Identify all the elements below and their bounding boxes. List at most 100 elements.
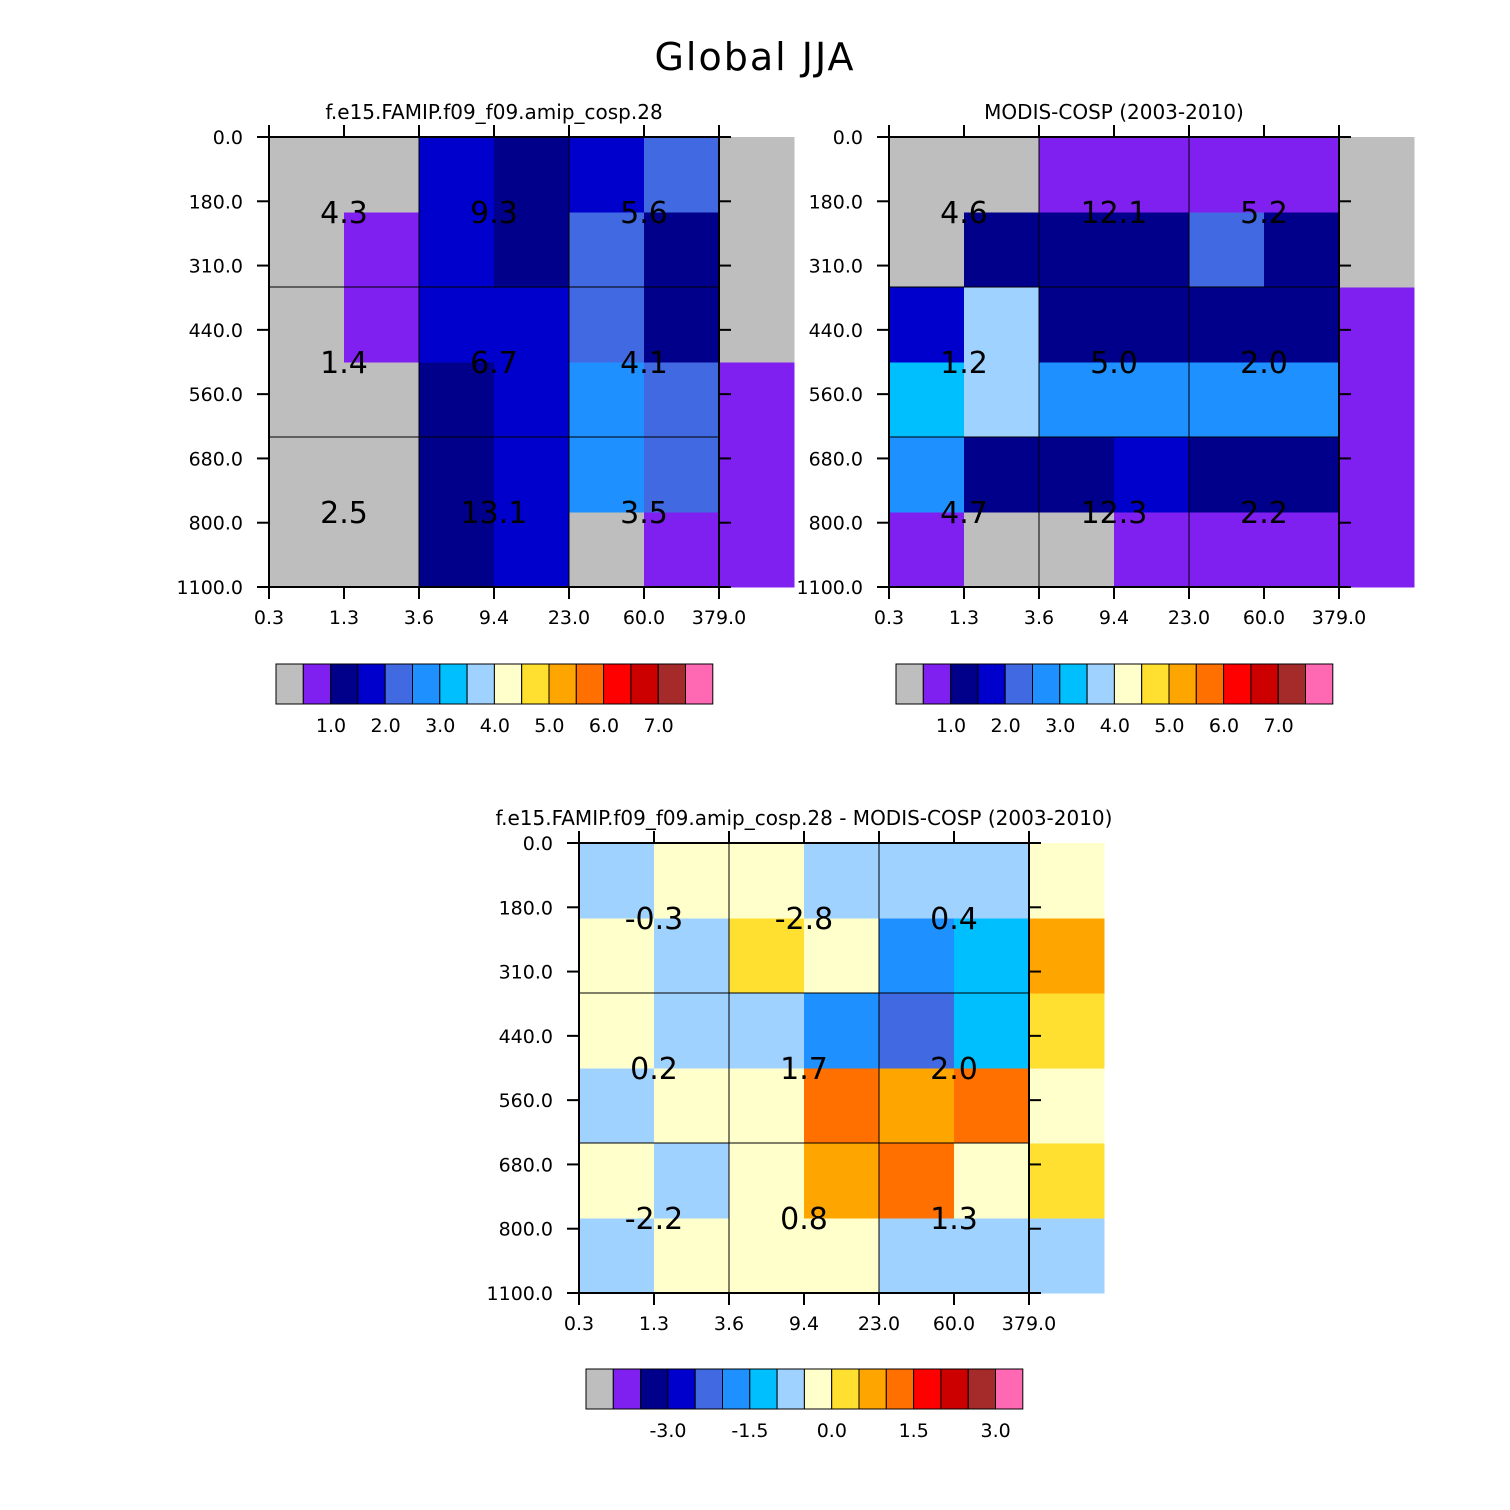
histogram-cell (419, 212, 495, 288)
x-tick-label: 23.0 (1168, 607, 1210, 629)
cell-value-label: 9.3 (470, 196, 518, 231)
colorbar-swatch (803, 1368, 833, 1410)
model-histogram-panel: f.e15.FAMIP.f09_f09.amip_cosp.28 2.5 13.1 3… (177, 100, 795, 737)
colorbar-swatch (977, 663, 1006, 705)
histogram-cell (1114, 287, 1190, 363)
histogram-cell (964, 212, 1040, 288)
colorbar-swatch (412, 663, 441, 705)
histogram-cell (804, 1068, 880, 1144)
cell-value-label: 0.8 (780, 1202, 828, 1237)
histogram-cell (1264, 137, 1340, 213)
colorbar-swatch (1004, 663, 1034, 705)
cell-value-label: -2.8 (775, 902, 834, 937)
histogram-cell (889, 437, 965, 513)
histogram-cell (719, 437, 795, 513)
histogram-cell (954, 843, 1030, 919)
histogram-cell (569, 512, 645, 588)
y-tick-label: 680.0 (809, 448, 863, 470)
histogram-cell (344, 362, 420, 438)
histogram-cell (644, 287, 720, 363)
colorbar-swatch (950, 663, 979, 705)
histogram-cell (719, 512, 795, 588)
colorbar-swatch (722, 1368, 751, 1410)
histogram-cell (1039, 212, 1115, 288)
colorbar-label: 7.0 (643, 715, 673, 737)
y-tick-label: 680.0 (499, 1154, 553, 1176)
histogram-cell (579, 993, 655, 1069)
cell-value-label: 0.4 (930, 902, 978, 937)
colorbar-swatch (858, 1368, 887, 1410)
histogram-cell (654, 993, 730, 1069)
colorbar-swatch (657, 663, 687, 705)
colorbar-label: 4.0 (1100, 715, 1130, 737)
colorbar-swatch (1032, 663, 1061, 705)
histogram-cell (1264, 362, 1340, 438)
cell-value-label: 1.4 (320, 346, 368, 381)
colorbar-swatch (1059, 663, 1088, 705)
colorbar-label: 2.0 (990, 715, 1020, 737)
histogram-cell (1264, 437, 1340, 513)
histogram-cell (579, 843, 655, 919)
colorbar-swatch (357, 663, 386, 705)
histogram-cell (1029, 993, 1105, 1069)
colorbar-label: 2.0 (370, 715, 400, 737)
histogram-cell (954, 1068, 1030, 1144)
histogram-cell (344, 512, 420, 588)
histogram-cell (419, 137, 495, 213)
colorbar-swatch (330, 663, 359, 705)
histogram-cell (269, 437, 345, 513)
histogram-cell (579, 918, 655, 994)
histogram-cell (1264, 287, 1340, 363)
cell-value-label: 3.5 (620, 496, 668, 531)
histogram-cell (729, 843, 805, 919)
colorbar-swatch (612, 1368, 642, 1410)
histogram-cell (1029, 843, 1105, 919)
histogram-cell (719, 362, 795, 438)
histogram-cell (569, 362, 645, 438)
histogram-cell (1029, 1068, 1105, 1144)
histogram-cell (1039, 137, 1115, 213)
histogram-cell (644, 137, 720, 213)
histogram-cell (1339, 437, 1415, 513)
x-tick-label: 60.0 (1243, 607, 1285, 629)
cell-value-label: 5.6 (620, 196, 668, 231)
colorbar-swatch (1113, 663, 1143, 705)
colorbar-swatch (1223, 663, 1252, 705)
colorbar-swatch (493, 663, 523, 705)
y-tick-label: 800.0 (809, 513, 863, 535)
colorbar-swatch (439, 663, 468, 705)
colorbar-label: 3.0 (980, 1420, 1010, 1442)
histogram-cell (879, 843, 955, 919)
histogram-cell (419, 287, 495, 363)
histogram-cell (494, 212, 570, 288)
histogram-cell (419, 437, 495, 513)
histogram-cell (729, 1068, 805, 1144)
cell-value-label: 5.2 (1240, 196, 1288, 231)
histogram-cell (1189, 512, 1265, 588)
colorbar-label: 1.0 (316, 715, 346, 737)
histogram-cell (644, 362, 720, 438)
histogram-cell (1339, 212, 1415, 288)
x-tick-label: 0.3 (874, 607, 904, 629)
histogram-cell (804, 1218, 880, 1294)
x-tick-label: 1.3 (329, 607, 359, 629)
colorbar-label: 7.0 (1263, 715, 1293, 737)
histogram-cell (889, 362, 965, 438)
histogram-cell (729, 1218, 805, 1294)
x-tick-label: 9.4 (479, 607, 509, 629)
histogram-cell (1189, 437, 1265, 513)
histogram-cell (804, 843, 880, 919)
difference-histogram-panel: f.e15.FAMIP.f09_f09.amip_cosp.28 - MODIS… (487, 806, 1113, 1442)
colorbar-swatch (1277, 663, 1306, 705)
cell-value-label: 4.3 (320, 196, 368, 231)
colorbar-label: 3.0 (425, 715, 455, 737)
y-tick-label: 800.0 (189, 513, 243, 535)
histogram-cell (1339, 512, 1415, 588)
histogram-cell (1029, 1218, 1105, 1294)
colorbar-swatch (685, 663, 714, 705)
colorbar-swatch (585, 1368, 614, 1410)
histogram-cell (1339, 287, 1415, 363)
observation-histogram-panel: MODIS-COSP (2003-2010) 4.7 12.3 2.2 1.2 5.0 2.… (797, 100, 1415, 737)
x-tick-label: 9.4 (1099, 607, 1129, 629)
y-tick-label: 310.0 (189, 256, 243, 278)
